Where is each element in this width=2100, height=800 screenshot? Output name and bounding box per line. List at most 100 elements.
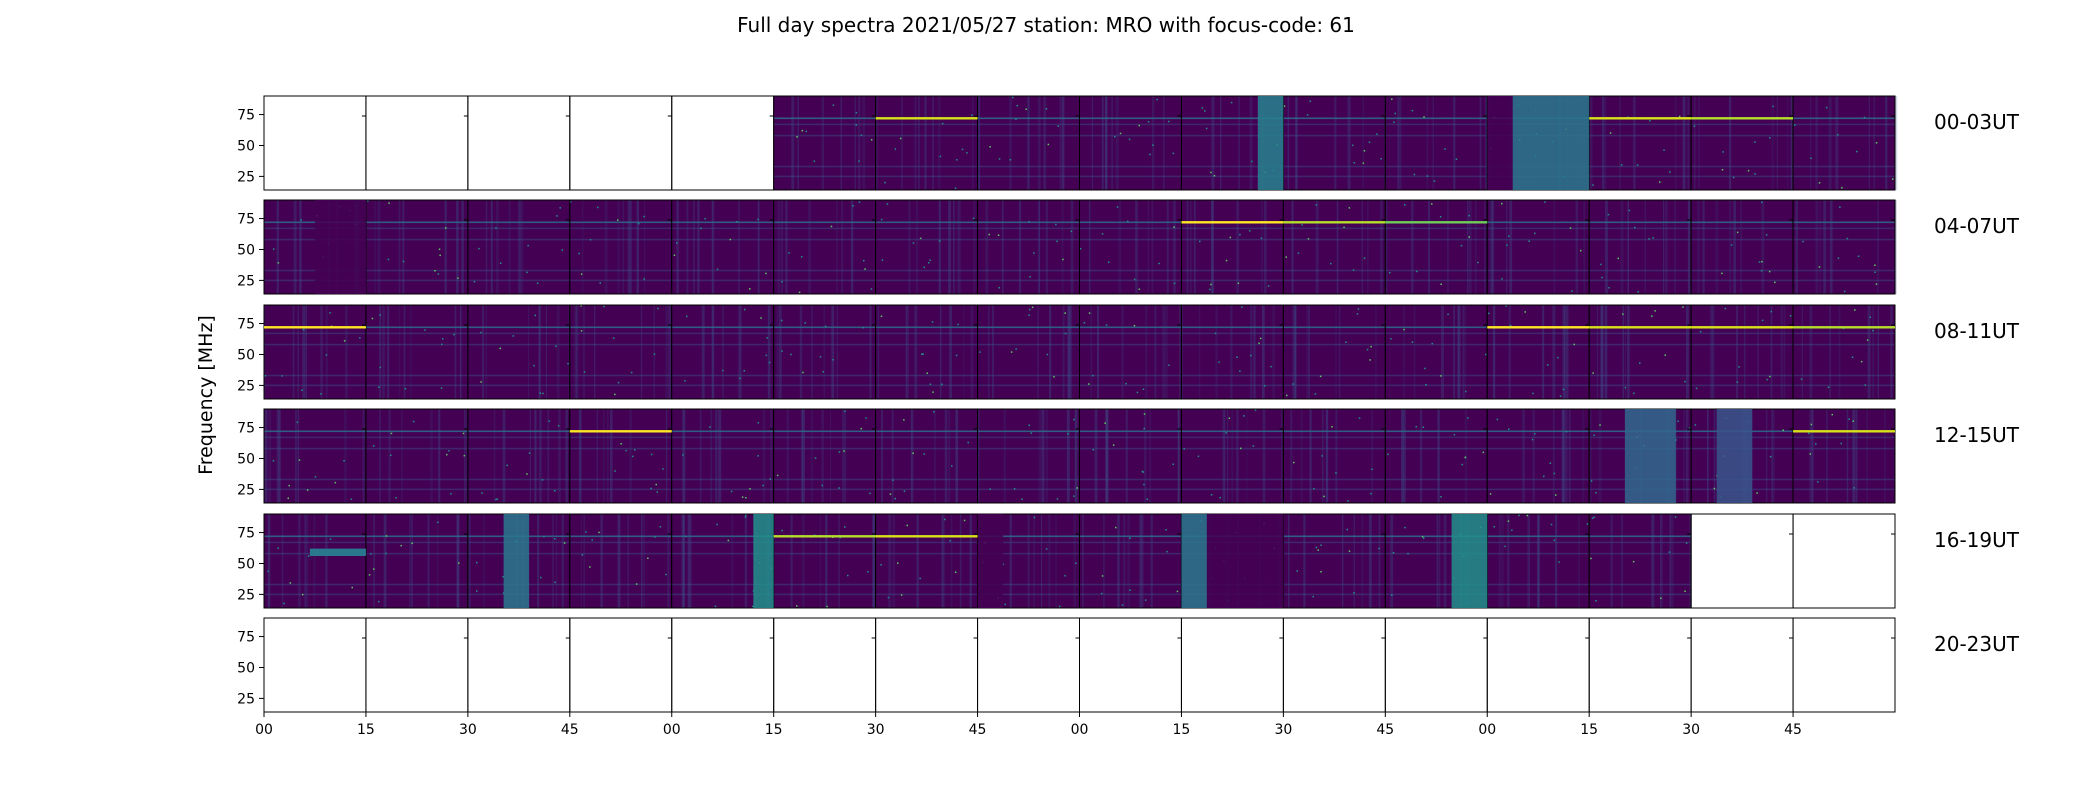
speckle	[765, 272, 767, 275]
rfi-line	[1283, 447, 1386, 450]
speckle	[1199, 240, 1201, 243]
texture-column	[1867, 305, 1871, 399]
speckle	[439, 254, 441, 257]
speckle	[1152, 144, 1154, 146]
speckle	[499, 262, 502, 264]
texture-column	[1538, 514, 1540, 608]
speckle	[1549, 462, 1552, 464]
texture-column	[410, 305, 412, 399]
speckle	[899, 137, 902, 140]
speckle	[1854, 309, 1856, 311]
speckle	[1129, 537, 1131, 539]
rfi-highlight	[264, 326, 366, 329]
speckle	[1425, 384, 1427, 386]
texture-column	[1780, 305, 1783, 399]
texture-column	[1432, 96, 1434, 190]
texture-column	[382, 305, 385, 399]
speckle	[838, 451, 841, 453]
speckle	[1378, 547, 1380, 550]
speckle	[1831, 413, 1833, 416]
texture-column	[461, 200, 464, 294]
speckle	[1736, 381, 1739, 383]
rfi-line	[875, 332, 978, 335]
texture-column	[1553, 200, 1556, 294]
texture-column	[811, 305, 813, 399]
texture-column	[603, 409, 605, 503]
speckle	[1348, 207, 1351, 209]
speckle	[620, 443, 622, 445]
spectrum-background	[1079, 305, 1182, 399]
speckle	[1237, 282, 1240, 284]
texture-column	[1403, 409, 1406, 503]
texture-column	[1444, 514, 1447, 608]
texture-column	[841, 200, 844, 294]
texture-column	[558, 409, 561, 503]
speckle	[400, 544, 402, 547]
spectrum-panel	[671, 617, 775, 713]
texture-column	[1633, 96, 1636, 190]
rfi-line	[1691, 279, 1794, 282]
texture-column	[264, 409, 268, 503]
spectrum-background	[1589, 200, 1692, 294]
texture-column	[409, 514, 412, 608]
texture-column	[1475, 200, 1477, 294]
speckle	[919, 577, 921, 580]
y-tick-label: 75	[237, 212, 255, 228]
spectrum-background	[773, 200, 876, 294]
rfi-line	[671, 535, 774, 538]
x-tick-label: 45	[1376, 722, 1394, 738]
rfi-line	[977, 541, 1080, 544]
texture-column	[1493, 305, 1495, 399]
speckle	[757, 218, 759, 221]
texture-column	[1453, 305, 1455, 399]
texture-column	[1743, 305, 1746, 399]
rfi-line	[671, 488, 774, 491]
rfi-line	[1793, 436, 1895, 439]
speckle	[1210, 283, 1212, 286]
speckle	[682, 454, 684, 456]
texture-column	[373, 514, 375, 608]
speckle	[1675, 439, 1677, 441]
speckle	[855, 111, 858, 114]
speckle	[1668, 551, 1671, 553]
texture-column	[277, 409, 281, 503]
spectrum-panel	[1690, 199, 1795, 295]
spectrum-panel	[569, 617, 673, 713]
texture-column	[427, 514, 430, 608]
texture-column	[1453, 96, 1456, 190]
speckle	[1447, 313, 1449, 316]
speckle	[281, 375, 283, 377]
speckle	[704, 218, 706, 220]
rfi-line	[977, 326, 1080, 329]
speckle	[1524, 311, 1526, 313]
texture-column	[731, 514, 734, 608]
texture-column	[1819, 200, 1821, 294]
speckle	[555, 345, 557, 348]
texture-column	[1403, 305, 1405, 399]
speckle	[1225, 259, 1228, 262]
rfi-line	[467, 279, 570, 282]
speckle	[598, 531, 600, 534]
speckle	[1314, 393, 1317, 395]
speckle	[1565, 430, 1568, 433]
rfi-line	[1793, 117, 1895, 120]
speckle	[1264, 385, 1266, 387]
speckle	[939, 155, 942, 158]
texture-column	[1873, 96, 1875, 190]
speckle	[745, 497, 747, 499]
texture-column	[1353, 514, 1355, 608]
texture-column	[411, 514, 413, 608]
rfi-line	[875, 552, 978, 555]
speckle	[1423, 116, 1425, 118]
rfi-line	[773, 552, 876, 555]
rfi-line	[1487, 488, 1590, 491]
texture-column	[689, 514, 692, 608]
rfi-line	[1079, 478, 1182, 481]
rfi-line	[1589, 593, 1692, 596]
rfi-line	[569, 583, 672, 586]
rfi-line	[467, 384, 570, 387]
y-tick-label: 25	[237, 169, 255, 185]
speckle	[379, 314, 381, 316]
spectrum-panel	[1792, 513, 1896, 609]
rfi-line	[1589, 269, 1692, 272]
